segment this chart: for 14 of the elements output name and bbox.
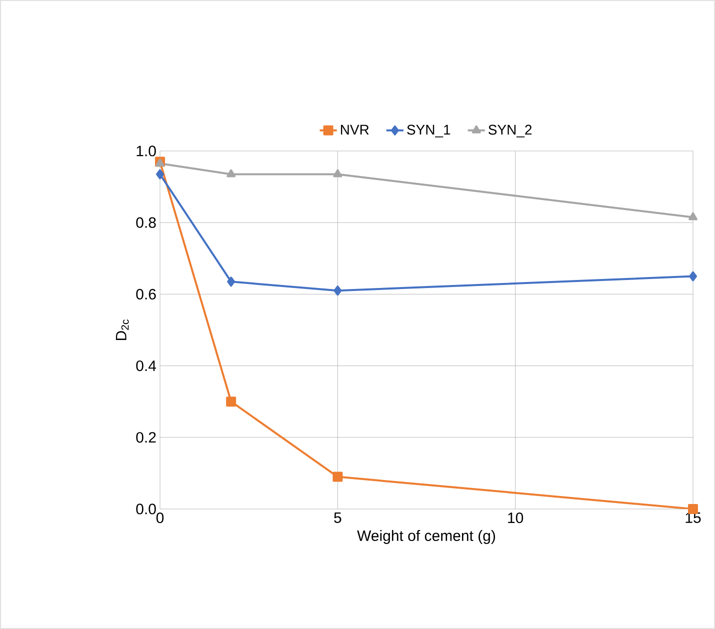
x-tick-label: 5	[334, 512, 342, 523]
x-axis-title: Weight of cement (g)	[357, 530, 496, 544]
y-tick-label: 1.0	[136, 146, 156, 156]
legend-label: SYN_2	[488, 124, 532, 138]
legend-label: SYN_1	[407, 124, 450, 138]
y-tick-label: 0.4	[136, 360, 156, 372]
y-tick-label: 0.2	[136, 432, 156, 443]
y-tick-label: 0.8	[136, 217, 156, 228]
y-tick-label: 0.6	[136, 288, 156, 300]
x-tick-label: 10	[508, 512, 524, 524]
y-axis-title: D$_{2c}$	[116, 320, 129, 340]
x-tick-label: 0	[156, 512, 164, 524]
y-tick-label: 0.0	[136, 504, 156, 514]
legend-label: NVR	[340, 124, 369, 134]
